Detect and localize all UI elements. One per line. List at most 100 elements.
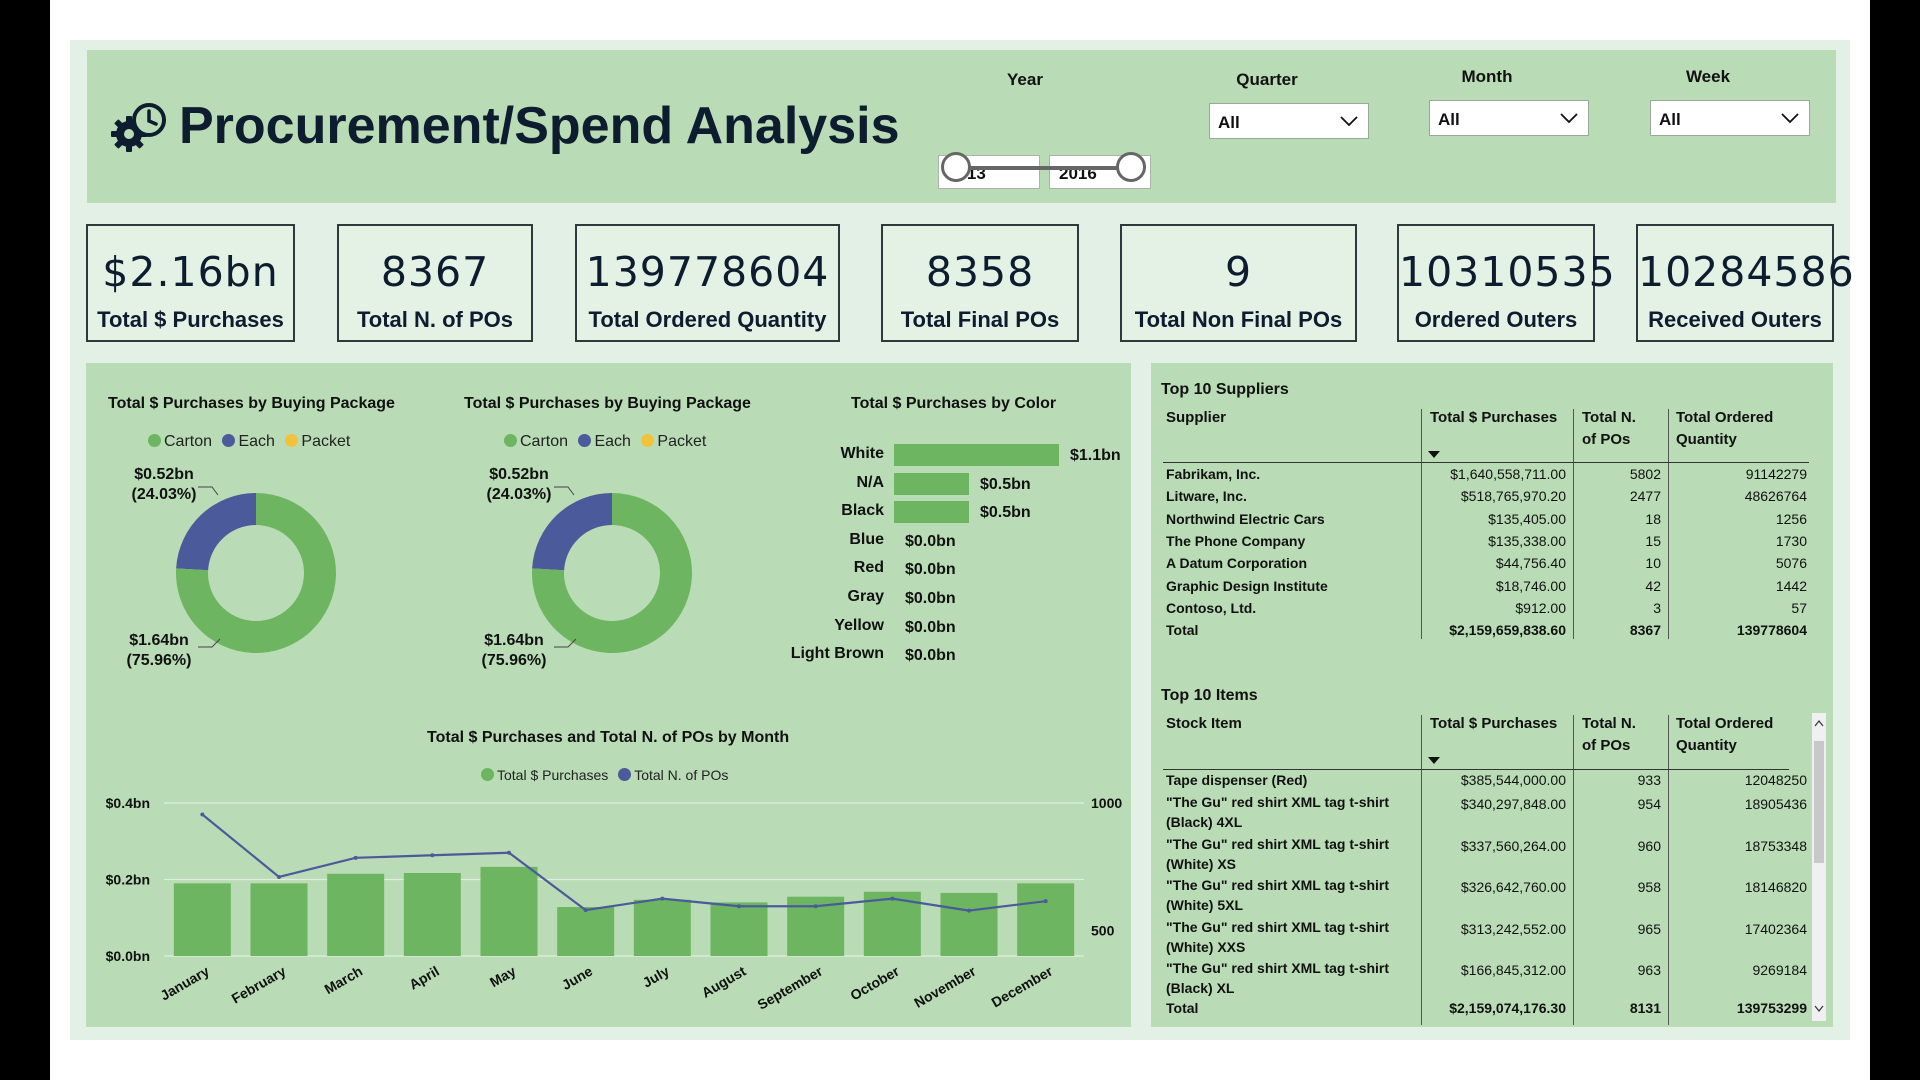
chevron-down-icon[interactable] bbox=[1814, 1005, 1824, 1013]
donut1-legend: Carton Each Packet bbox=[148, 433, 356, 451]
legend-packet: Packet bbox=[641, 433, 706, 450]
pos-point-june[interactable] bbox=[583, 908, 588, 913]
month-bar-march[interactable] bbox=[327, 873, 385, 956]
pos-point-january[interactable] bbox=[200, 812, 205, 817]
donut2-label-carton-pct: (75.96%) bbox=[481, 652, 547, 669]
supplier-name: Graphic Design Institute bbox=[1166, 577, 1328, 594]
pos-point-december[interactable] bbox=[1043, 899, 1048, 904]
item-name-line2: (White) 5XL bbox=[1166, 897, 1243, 913]
col-header-total-ordered-quantity[interactable]: Total Ordered Quantity bbox=[1676, 409, 1774, 448]
month-dropdown[interactable]: All bbox=[1429, 100, 1589, 136]
month-filter-label: Month bbox=[1461, 67, 1513, 86]
supplier-total-pos: 15 bbox=[1645, 532, 1661, 549]
legend-packet: Packet bbox=[285, 433, 350, 450]
item-total-pos-sum: 8131 bbox=[1629, 999, 1661, 1016]
pos-point-may[interactable] bbox=[507, 850, 511, 855]
pos-point-november[interactable] bbox=[967, 908, 971, 913]
col-header-total-ordered-quantity[interactable]: Total Ordered Quantity bbox=[1676, 715, 1774, 754]
year-slider-start-handle[interactable] bbox=[941, 152, 971, 182]
x-tick-label: October bbox=[847, 962, 902, 1003]
donut2-label-each-pct: (24.03%) bbox=[486, 486, 552, 503]
col-divider bbox=[1573, 715, 1574, 1025]
donut2-slice-carton[interactable] bbox=[532, 493, 692, 653]
chevron-down-icon bbox=[1560, 113, 1578, 123]
month-bar-may[interactable] bbox=[480, 866, 538, 956]
item-total-quantity: 18905436 bbox=[1744, 796, 1807, 812]
chevron-up-icon[interactable] bbox=[1814, 719, 1824, 727]
page-title: Procurement/Spend Analysis bbox=[179, 97, 900, 155]
col-header-total-purchases[interactable]: Total $ Purchases bbox=[1430, 409, 1558, 426]
donut2-label-carton: $1.64bn (75.96%) bbox=[474, 631, 554, 671]
pos-point-february[interactable] bbox=[277, 874, 281, 879]
header-divider bbox=[1163, 462, 1809, 463]
legend-each: Each bbox=[578, 433, 631, 450]
year-slider-track[interactable] bbox=[967, 166, 1142, 170]
col-header-stock-item[interactable]: Stock Item bbox=[1166, 715, 1242, 732]
y-left-tick: $0.2bn bbox=[106, 872, 150, 888]
item-total-purchases-sum: $2,159,074,176.30 bbox=[1449, 999, 1566, 1016]
legend-total-pos: Total N. of POs bbox=[618, 767, 728, 783]
color-bar-value: $0.0bn bbox=[905, 647, 956, 665]
pos-line[interactable] bbox=[201, 813, 1046, 912]
supplier-total-purchases: $1,640,558,711.00 bbox=[1450, 466, 1566, 482]
color-bar[interactable] bbox=[894, 444, 1059, 466]
color-bar[interactable] bbox=[894, 472, 969, 495]
pos-point-april[interactable] bbox=[430, 853, 435, 858]
color-bar[interactable] bbox=[894, 501, 969, 524]
color-bar-label: Red bbox=[853, 559, 884, 577]
pos-point-october[interactable] bbox=[890, 896, 895, 901]
legend-each: Each bbox=[222, 433, 275, 450]
supplier-total-purchases: $135,338.00 bbox=[1488, 532, 1566, 549]
donut2-title: Total $ Purchases by Buying Package bbox=[464, 395, 751, 412]
item-total-pos: 965 bbox=[1637, 920, 1661, 937]
sort-desc-icon bbox=[1428, 757, 1440, 764]
supplier-total-quantity: 1442 bbox=[1775, 577, 1807, 594]
month-bar-january[interactable] bbox=[173, 883, 231, 956]
item-name-line2: (Black) XL bbox=[1166, 980, 1235, 996]
items-scrollbar[interactable] bbox=[1812, 713, 1826, 1021]
kpi-value: 9 bbox=[1224, 248, 1253, 296]
supplier-total-purchases: $135,405.00 bbox=[1488, 510, 1566, 527]
col-header-supplier[interactable]: Supplier bbox=[1166, 409, 1227, 426]
col-header-total-purchases[interactable]: Total $ Purchases bbox=[1430, 715, 1558, 732]
month-bar-july[interactable] bbox=[633, 899, 691, 956]
year-slider-end-handle[interactable] bbox=[1116, 152, 1146, 182]
color-bar-value: $0.0bn bbox=[905, 561, 956, 579]
month-bar-june[interactable] bbox=[557, 907, 615, 956]
supplier-total-purchases: $18,746.00 bbox=[1495, 577, 1566, 594]
month-bar-april[interactable] bbox=[403, 872, 461, 956]
donut1-title: Total $ Purchases by Buying Package bbox=[108, 395, 395, 412]
kpi-total-ordered-quantity: 139778604 Total Ordered Quantity bbox=[575, 224, 840, 342]
sort-desc-icon bbox=[1428, 451, 1440, 458]
month-bar-february[interactable] bbox=[250, 883, 308, 956]
month-bar-november[interactable] bbox=[940, 892, 998, 956]
pos-point-march[interactable] bbox=[353, 855, 358, 860]
legend-label: Packet bbox=[301, 433, 351, 450]
pos-point-july[interactable] bbox=[660, 896, 665, 901]
month-bar-december[interactable] bbox=[1017, 883, 1075, 956]
y-right-tick: 500 bbox=[1091, 923, 1115, 939]
pos-point-september[interactable] bbox=[813, 904, 818, 909]
supplier-total-purchases: $44,756.40 bbox=[1495, 555, 1566, 572]
y-right-tick: 1000 bbox=[1091, 795, 1122, 811]
legend-label: Packet bbox=[657, 433, 707, 450]
month-bar-august[interactable] bbox=[710, 902, 768, 956]
kpi-value: $2.16bn bbox=[102, 248, 279, 296]
donut1-slice-carton[interactable] bbox=[176, 493, 336, 653]
supplier-total-quantity: 5076 bbox=[1775, 555, 1807, 572]
combo-chart: $0.4bn $0.2bn $0.0bn 1000 500 January February… bbox=[106, 795, 1123, 1013]
color-bar-label: Light Brown bbox=[790, 645, 884, 663]
item-total-purchases: $337,560,264.00 bbox=[1460, 837, 1566, 854]
week-dropdown[interactable]: All bbox=[1650, 100, 1810, 136]
col-header-total-pos[interactable]: Total N. of POs bbox=[1582, 409, 1636, 448]
donut2-slice-each[interactable] bbox=[532, 493, 612, 571]
col-header-total-pos[interactable]: Total N. of POs bbox=[1582, 715, 1636, 754]
kpi-label: Total Non Final POs bbox=[1134, 307, 1343, 332]
item-name: "The Gu" red shirt XML tag t-shirt bbox=[1166, 960, 1390, 976]
year-filter-label: Year bbox=[1007, 70, 1043, 89]
donut1-slice-each[interactable] bbox=[176, 493, 256, 571]
col-divider bbox=[1668, 715, 1669, 1025]
scrollbar-thumb[interactable] bbox=[1814, 741, 1824, 863]
pos-point-august[interactable] bbox=[737, 904, 741, 909]
quarter-dropdown[interactable]: All bbox=[1209, 103, 1369, 139]
